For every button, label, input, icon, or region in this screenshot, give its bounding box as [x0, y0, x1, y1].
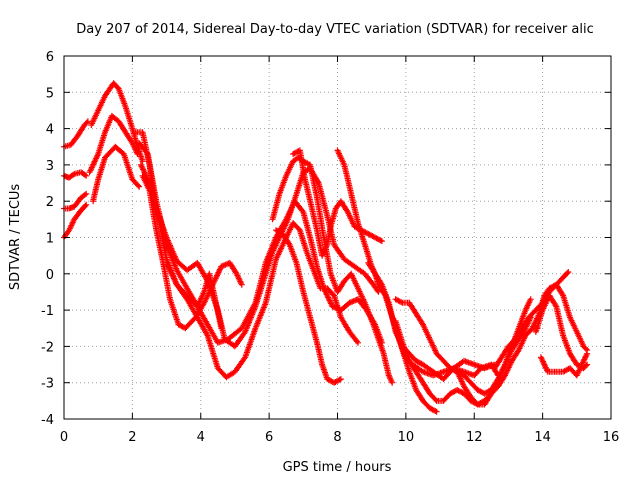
series-track-9: [136, 140, 385, 346]
data-points: [61, 80, 591, 415]
y-tick-label: 6: [46, 50, 54, 65]
series-track-21: [454, 296, 534, 408]
series-track-24: [532, 292, 591, 372]
y-tick-label: -2: [41, 340, 54, 355]
x-tick-label: 14: [534, 430, 551, 445]
x-tick-label: 12: [466, 430, 483, 445]
chart-title: Day 207 of 2014, Sidereal Day-to-day VTE…: [76, 22, 593, 37]
series-markers: [88, 80, 146, 165]
series-markers: [136, 140, 385, 346]
series-track-6: [90, 143, 143, 205]
x-tick-label: 10: [398, 430, 415, 445]
y-tick-label: 0: [46, 268, 54, 283]
y-tick-label: 5: [46, 86, 54, 101]
series-track-2: [88, 80, 146, 165]
series-markers: [454, 296, 534, 408]
series-markers: [269, 154, 396, 386]
x-tick-label: 4: [197, 430, 205, 445]
x-tick-label: 6: [265, 430, 273, 445]
series-markers: [86, 112, 141, 176]
series-track-15: [273, 227, 344, 386]
x-tick-label: 0: [60, 430, 68, 445]
x-tick-label: 8: [333, 430, 341, 445]
series-track-4: [86, 112, 141, 176]
series-track-13: [269, 154, 396, 386]
series-markers: [334, 147, 502, 379]
series-markers: [61, 118, 91, 150]
series-track-3: [61, 169, 90, 181]
y-tick-label: 1: [46, 232, 54, 247]
x-tick-label: 2: [128, 430, 136, 445]
series-markers: [273, 227, 344, 386]
series-markers: [90, 143, 143, 205]
series-markers: [532, 292, 591, 372]
y-tick-label: 2: [46, 195, 54, 210]
series-track-25: [537, 350, 591, 379]
series-markers: [392, 325, 440, 415]
series-markers: [163, 259, 225, 332]
y-axis-label: SDTVAR / TECUs: [8, 184, 23, 291]
series-track-19: [392, 325, 440, 415]
x-tick-label: 16: [603, 430, 620, 445]
y-tick-label: 3: [46, 159, 54, 174]
gridlines: [64, 56, 611, 419]
series-markers: [537, 350, 591, 379]
y-tick-label: 4: [46, 123, 54, 138]
series-track-12: [163, 259, 225, 332]
y-tick-label: -4: [41, 413, 54, 428]
y-tick-label: -1: [41, 304, 54, 319]
series-markers: [61, 169, 90, 181]
y-tick-label: -3: [41, 377, 54, 392]
series-track-16: [334, 147, 502, 379]
series-track-1: [61, 118, 91, 150]
x-axis-label: GPS time / hours: [283, 460, 392, 475]
